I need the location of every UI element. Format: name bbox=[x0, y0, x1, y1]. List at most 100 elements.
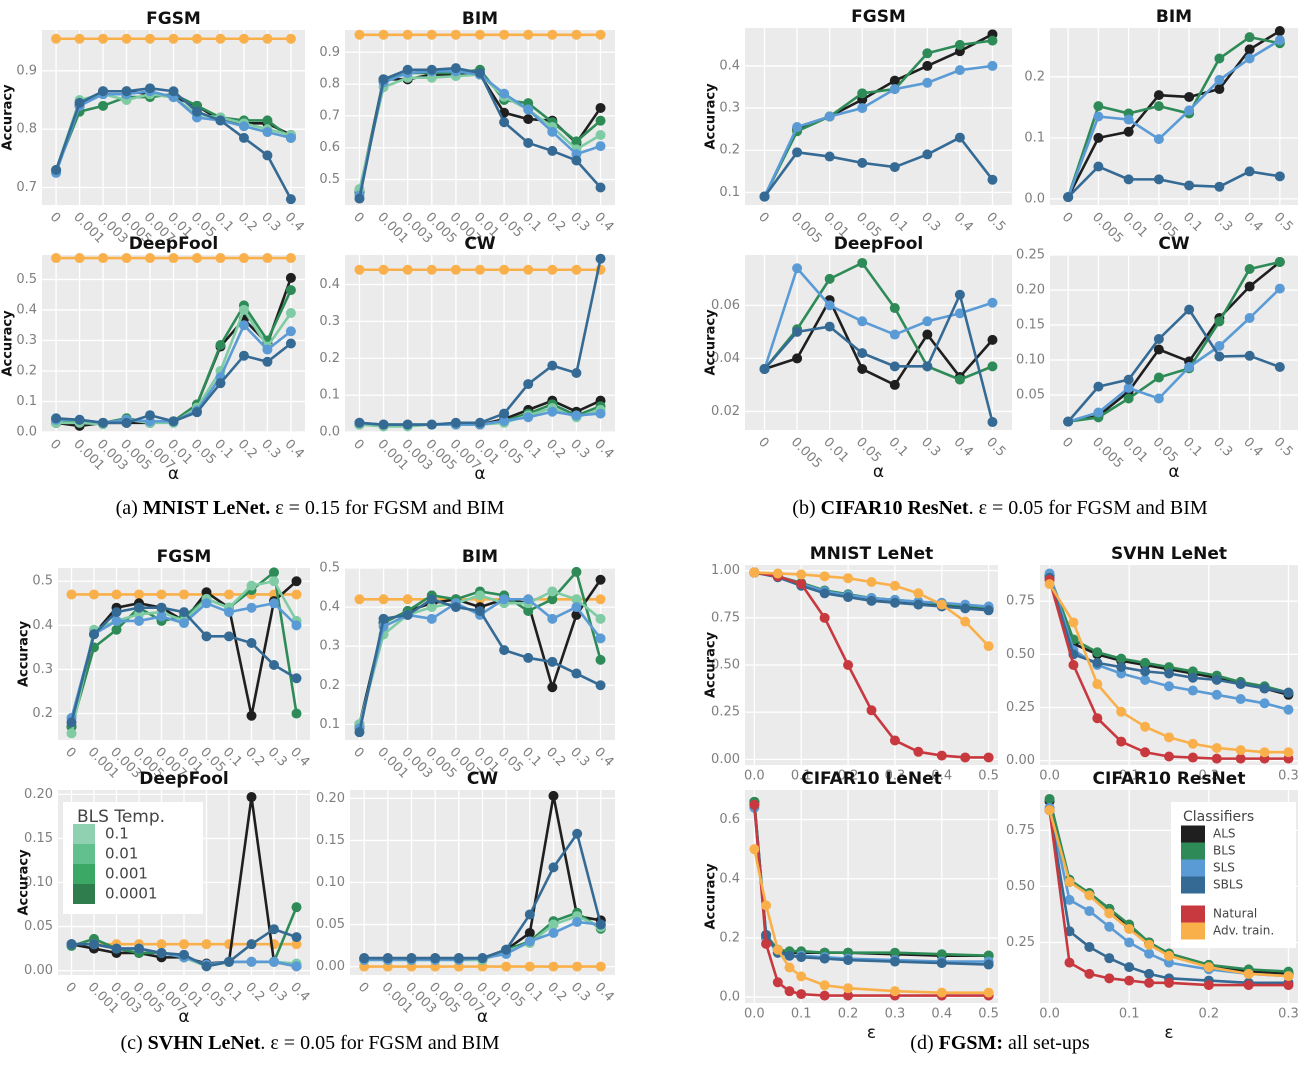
data-point bbox=[499, 117, 510, 128]
data-point bbox=[571, 410, 582, 421]
series-line bbox=[763, 39, 993, 198]
legend-swatch bbox=[73, 864, 95, 884]
data-point bbox=[1144, 939, 1155, 950]
data-point bbox=[1244, 166, 1255, 177]
data-point bbox=[954, 39, 965, 50]
data-point bbox=[1259, 683, 1270, 694]
data-point bbox=[824, 273, 835, 284]
data-point bbox=[819, 571, 830, 582]
data-point bbox=[889, 986, 900, 997]
data-point bbox=[1123, 393, 1134, 404]
data-point bbox=[1214, 351, 1225, 362]
y-tick-label: 0.7 bbox=[16, 180, 37, 195]
data-point bbox=[1184, 304, 1195, 315]
data-point bbox=[1164, 950, 1174, 961]
data-point bbox=[987, 417, 998, 428]
data-point bbox=[1243, 980, 1254, 991]
data-point bbox=[168, 253, 179, 264]
data-point bbox=[595, 141, 606, 152]
data-point bbox=[866, 595, 877, 606]
x-tick-label: 0.4 bbox=[591, 210, 616, 235]
data-point bbox=[215, 340, 226, 351]
y-tick-label: 0.10 bbox=[316, 875, 345, 890]
data-point bbox=[1093, 161, 1104, 172]
data-point bbox=[238, 33, 249, 44]
data-point bbox=[866, 576, 877, 587]
data-point bbox=[291, 932, 302, 943]
y-tick-label: 0.1 bbox=[1024, 130, 1045, 145]
subplot-title: CW bbox=[1158, 234, 1189, 254]
x-tick-label: 0.1 bbox=[791, 1007, 812, 1022]
y-tick-label: 0.15 bbox=[316, 833, 345, 848]
data-point bbox=[954, 289, 965, 300]
y-axis-label: Accuracy bbox=[1, 84, 16, 151]
data-point bbox=[1214, 53, 1225, 64]
legend-label: 0.001 bbox=[105, 865, 148, 883]
data-point bbox=[571, 368, 582, 378]
data-point bbox=[285, 253, 296, 264]
data-point bbox=[889, 379, 900, 390]
data-point bbox=[547, 682, 558, 693]
y-tick-label: 0.0 bbox=[719, 990, 740, 1005]
x-tick-label: 0.4 bbox=[287, 980, 312, 1005]
data-point bbox=[983, 752, 994, 763]
data-point bbox=[960, 603, 971, 614]
x-axis-label: ε bbox=[867, 1023, 876, 1043]
data-point bbox=[1244, 32, 1255, 43]
data-point bbox=[1274, 171, 1285, 182]
data-point bbox=[354, 594, 365, 605]
data-point bbox=[1063, 416, 1074, 427]
y-tick-label: 0.02 bbox=[711, 404, 740, 419]
x-tick-label: 0.4 bbox=[282, 437, 307, 462]
data-point bbox=[285, 132, 296, 143]
data-point bbox=[523, 104, 534, 115]
data-point bbox=[1153, 101, 1164, 112]
y-tick-label: 0.8 bbox=[319, 77, 340, 92]
data-point bbox=[819, 588, 830, 599]
y-tick-label: 0.6 bbox=[719, 812, 740, 827]
data-point bbox=[1123, 126, 1134, 137]
data-point bbox=[66, 717, 77, 728]
data-point bbox=[1144, 968, 1155, 979]
data-point bbox=[450, 63, 461, 74]
data-point bbox=[426, 264, 437, 275]
y-tick-label: 0.25 bbox=[1006, 935, 1035, 950]
data-point bbox=[378, 74, 389, 85]
x-tick-label: 0.2 bbox=[1198, 1007, 1219, 1022]
data-point bbox=[983, 605, 994, 616]
y-tick-label: 0.3 bbox=[16, 333, 37, 348]
data-point bbox=[215, 378, 226, 389]
data-point bbox=[936, 949, 947, 960]
y-tick-label: 0.00 bbox=[316, 959, 345, 974]
data-point bbox=[547, 264, 558, 275]
data-point bbox=[987, 361, 998, 372]
data-point bbox=[426, 419, 437, 430]
y-tick-label: 0.3 bbox=[32, 662, 53, 677]
y-tick-label: 0.3 bbox=[319, 314, 340, 329]
x-tick-label: 0.3 bbox=[258, 437, 283, 462]
caption-bold: FGSM: bbox=[938, 1032, 1004, 1054]
data-point bbox=[1244, 264, 1255, 274]
data-point bbox=[246, 602, 257, 613]
x-axis-label: α bbox=[873, 462, 884, 482]
data-point bbox=[285, 338, 296, 349]
data-point bbox=[595, 408, 606, 419]
data-point bbox=[1214, 316, 1225, 327]
data-point bbox=[134, 602, 144, 613]
y-tick-label: 0.05 bbox=[24, 919, 53, 934]
y-tick-label: 0.6 bbox=[319, 140, 340, 155]
data-point bbox=[792, 122, 803, 133]
data-point bbox=[792, 353, 803, 364]
data-point bbox=[889, 947, 900, 958]
data-point bbox=[246, 939, 257, 950]
data-point bbox=[450, 417, 461, 428]
data-point bbox=[74, 253, 85, 264]
plot-background bbox=[745, 28, 1012, 205]
series-line bbox=[763, 136, 994, 198]
data-point bbox=[354, 417, 365, 428]
data-point bbox=[1153, 344, 1164, 355]
data-point bbox=[1164, 977, 1174, 988]
data-point bbox=[1184, 180, 1195, 191]
data-point bbox=[66, 589, 77, 600]
data-point bbox=[784, 950, 795, 961]
